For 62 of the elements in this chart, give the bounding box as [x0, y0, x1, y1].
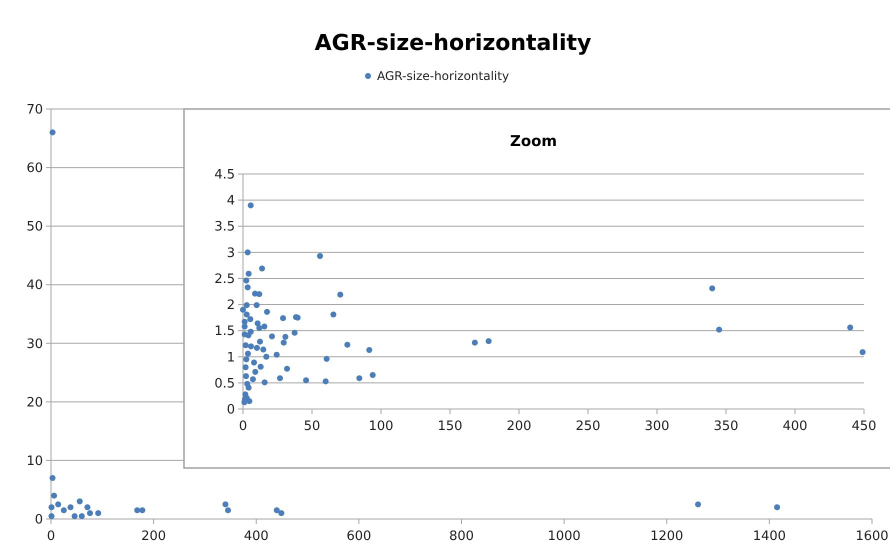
x-tick-label: 200	[141, 529, 166, 544]
x-tick-label: 200	[506, 419, 532, 434]
x-tick-label: 400	[782, 419, 808, 434]
y-tick-label: 0	[34, 512, 43, 528]
x-tick-label: 450	[852, 419, 876, 434]
point	[72, 513, 78, 520]
point	[76, 498, 83, 504]
x-tick-label: 150	[438, 419, 462, 434]
x-tick-label: 0	[46, 529, 56, 544]
y-tick-label: 0.5	[214, 376, 235, 392]
x-tick-label: 0	[238, 419, 248, 434]
x-tick-label: 1200	[650, 529, 684, 544]
chart-title: AGR-size-horizontality	[314, 31, 592, 56]
point	[695, 501, 702, 508]
point	[774, 504, 780, 510]
point	[225, 507, 232, 514]
point	[60, 507, 67, 514]
y-tick-label: 20	[26, 395, 43, 410]
y-tick-label: 50	[26, 220, 43, 235]
chart-title: Zoom	[510, 132, 558, 150]
point	[274, 507, 280, 514]
point	[51, 492, 58, 499]
y-tick-label: 1.5	[214, 324, 235, 340]
y-tick-label: 4.5	[214, 168, 235, 182]
y-tick-label: 3	[226, 246, 235, 261]
x-tick-label: 800	[449, 529, 474, 544]
y-tick-label: 70	[26, 102, 43, 118]
point	[50, 129, 56, 136]
point	[95, 510, 102, 516]
y-tick-label: 1	[226, 350, 235, 366]
point	[222, 501, 228, 508]
point	[68, 504, 74, 510]
x-tick-label: 1600	[855, 529, 889, 544]
legend-label: AGR-size-horizontality	[377, 69, 510, 83]
point	[55, 501, 62, 508]
x-tick-label: 250	[576, 419, 600, 434]
point	[50, 475, 56, 481]
y-tick-label: 0	[226, 402, 235, 418]
y-tick-label: 40	[26, 278, 43, 294]
x-tick-label: 400	[244, 529, 269, 544]
point	[78, 513, 85, 520]
y-tick-label: 30	[26, 336, 43, 352]
point	[278, 510, 284, 516]
x-tick-label: 600	[346, 529, 372, 544]
point	[139, 507, 146, 514]
y-tick-label: 60	[26, 161, 43, 176]
x-tick-label: 50	[304, 419, 320, 434]
x-tick-label: 100	[368, 419, 394, 434]
x-tick-label: 1400	[752, 529, 786, 544]
y-tick-label: 3.5	[214, 220, 235, 235]
y-tick-label: 2	[226, 298, 235, 314]
x-tick-label: 350	[714, 419, 738, 434]
x-tick-label: 300	[644, 419, 670, 434]
y-tick-label: 10	[26, 454, 43, 469]
x-tick-label: 1000	[548, 529, 581, 544]
point	[48, 504, 55, 510]
point	[87, 510, 93, 516]
point	[134, 507, 140, 514]
point	[84, 504, 90, 510]
y-tick-label: 2.5	[214, 272, 235, 287]
point	[48, 513, 55, 520]
y-tick-label: 4	[226, 194, 235, 209]
